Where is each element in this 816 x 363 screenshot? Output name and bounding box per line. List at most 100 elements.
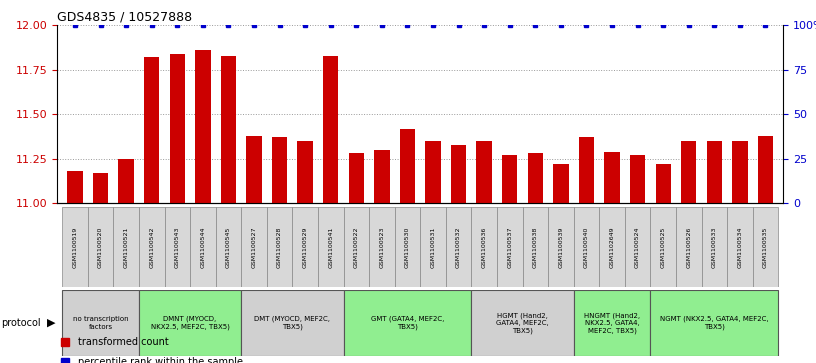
- FancyBboxPatch shape: [242, 207, 267, 287]
- FancyBboxPatch shape: [472, 207, 497, 287]
- Bar: [375, 150, 389, 203]
- Bar: [528, 154, 543, 203]
- Text: HGMT (Hand2,
GATA4, MEF2C,
TBX5): HGMT (Hand2, GATA4, MEF2C, TBX5): [496, 312, 549, 334]
- FancyBboxPatch shape: [625, 207, 650, 287]
- Bar: [246, 136, 262, 203]
- Text: GSM1102649: GSM1102649: [610, 226, 614, 268]
- FancyBboxPatch shape: [344, 290, 472, 356]
- Text: GSM1100524: GSM1100524: [635, 226, 640, 268]
- FancyBboxPatch shape: [548, 207, 574, 287]
- Text: GSM1100520: GSM1100520: [98, 226, 103, 268]
- Text: GSM1100533: GSM1100533: [712, 226, 716, 268]
- Text: GSM1100528: GSM1100528: [277, 226, 282, 268]
- FancyBboxPatch shape: [215, 207, 242, 287]
- Text: NGMT (NKX2.5, GATA4, MEF2C,
TBX5): NGMT (NKX2.5, GATA4, MEF2C, TBX5): [660, 316, 769, 330]
- Text: GSM1100523: GSM1100523: [379, 226, 384, 268]
- Bar: [579, 138, 594, 203]
- FancyBboxPatch shape: [599, 207, 625, 287]
- Text: GSM1100536: GSM1100536: [481, 226, 486, 268]
- Bar: [170, 54, 185, 203]
- FancyBboxPatch shape: [344, 207, 369, 287]
- Text: no transcription
factors: no transcription factors: [73, 316, 128, 330]
- FancyBboxPatch shape: [369, 207, 395, 287]
- Bar: [195, 50, 211, 203]
- Bar: [605, 152, 619, 203]
- Text: GMT (GATA4, MEF2C,
TBX5): GMT (GATA4, MEF2C, TBX5): [370, 316, 444, 330]
- FancyBboxPatch shape: [242, 290, 344, 356]
- Text: ▶: ▶: [47, 318, 55, 328]
- FancyBboxPatch shape: [62, 290, 139, 356]
- FancyBboxPatch shape: [190, 207, 215, 287]
- Bar: [144, 57, 159, 203]
- FancyBboxPatch shape: [650, 207, 676, 287]
- Bar: [221, 56, 236, 203]
- FancyBboxPatch shape: [727, 207, 752, 287]
- FancyBboxPatch shape: [702, 207, 727, 287]
- Text: GSM1100527: GSM1100527: [251, 226, 256, 268]
- Text: GDS4835 / 10527888: GDS4835 / 10527888: [57, 11, 193, 24]
- Text: DMT (MYOCD, MEF2C,
TBX5): DMT (MYOCD, MEF2C, TBX5): [255, 316, 330, 330]
- Text: GSM1100545: GSM1100545: [226, 226, 231, 268]
- FancyBboxPatch shape: [676, 207, 702, 287]
- Text: GSM1100525: GSM1100525: [661, 226, 666, 268]
- Text: GSM1100522: GSM1100522: [354, 226, 359, 268]
- FancyBboxPatch shape: [522, 207, 548, 287]
- Bar: [118, 159, 134, 203]
- Bar: [553, 164, 569, 203]
- FancyBboxPatch shape: [113, 207, 139, 287]
- Text: GSM1100542: GSM1100542: [149, 226, 154, 268]
- Bar: [93, 173, 109, 203]
- FancyBboxPatch shape: [62, 207, 88, 287]
- Bar: [451, 144, 466, 203]
- FancyBboxPatch shape: [139, 207, 165, 287]
- FancyBboxPatch shape: [139, 290, 242, 356]
- Bar: [758, 136, 773, 203]
- Bar: [707, 141, 722, 203]
- Text: percentile rank within the sample: percentile rank within the sample: [78, 356, 242, 363]
- FancyBboxPatch shape: [574, 290, 650, 356]
- Text: GSM1100541: GSM1100541: [328, 226, 333, 268]
- Text: GSM1100519: GSM1100519: [73, 226, 78, 268]
- Text: GSM1100526: GSM1100526: [686, 226, 691, 268]
- Bar: [477, 141, 492, 203]
- Text: HNGMT (Hand2,
NKX2.5, GATA4,
MEF2C, TBX5): HNGMT (Hand2, NKX2.5, GATA4, MEF2C, TBX5…: [584, 312, 640, 334]
- Text: GSM1100535: GSM1100535: [763, 226, 768, 268]
- Bar: [681, 141, 696, 203]
- Bar: [298, 141, 313, 203]
- FancyBboxPatch shape: [752, 207, 778, 287]
- FancyBboxPatch shape: [267, 207, 292, 287]
- FancyBboxPatch shape: [165, 207, 190, 287]
- Text: GSM1100539: GSM1100539: [558, 226, 563, 268]
- Text: GSM1100540: GSM1100540: [584, 226, 589, 268]
- FancyBboxPatch shape: [497, 207, 522, 287]
- Bar: [68, 171, 82, 203]
- Text: protocol: protocol: [1, 318, 41, 328]
- FancyBboxPatch shape: [472, 290, 574, 356]
- Text: transformed count: transformed count: [78, 337, 168, 347]
- Text: GSM1100530: GSM1100530: [405, 226, 410, 268]
- FancyBboxPatch shape: [574, 207, 599, 287]
- Bar: [630, 155, 645, 203]
- Text: GSM1100537: GSM1100537: [508, 226, 512, 268]
- Text: GSM1100529: GSM1100529: [303, 226, 308, 268]
- Text: GSM1100531: GSM1100531: [431, 226, 436, 268]
- Bar: [655, 164, 671, 203]
- Bar: [732, 141, 747, 203]
- FancyBboxPatch shape: [650, 290, 778, 356]
- FancyBboxPatch shape: [395, 207, 420, 287]
- Text: GSM1100521: GSM1100521: [124, 226, 129, 268]
- FancyBboxPatch shape: [446, 207, 472, 287]
- FancyBboxPatch shape: [420, 207, 446, 287]
- Text: DMNT (MYOCD,
NKX2.5, MEF2C, TBX5): DMNT (MYOCD, NKX2.5, MEF2C, TBX5): [151, 316, 229, 330]
- Text: GSM1100544: GSM1100544: [201, 226, 206, 268]
- Text: GSM1100532: GSM1100532: [456, 226, 461, 268]
- Bar: [272, 138, 287, 203]
- Text: GSM1100534: GSM1100534: [738, 226, 743, 268]
- FancyBboxPatch shape: [318, 207, 344, 287]
- Bar: [502, 155, 517, 203]
- FancyBboxPatch shape: [88, 207, 113, 287]
- FancyBboxPatch shape: [292, 207, 318, 287]
- Bar: [425, 141, 441, 203]
- Bar: [323, 56, 339, 203]
- Text: GSM1100543: GSM1100543: [175, 226, 180, 268]
